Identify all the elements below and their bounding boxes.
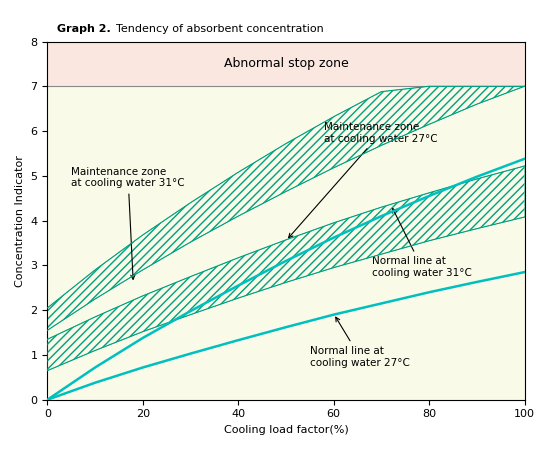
Y-axis label: Concentration Indicator: Concentration Indicator bbox=[15, 155, 25, 287]
Text: Normal line at
cooling water 31°C: Normal line at cooling water 31°C bbox=[372, 208, 472, 278]
Text: Graph 2.: Graph 2. bbox=[57, 24, 111, 34]
Text: Normal line at
cooling water 27°C: Normal line at cooling water 27°C bbox=[310, 317, 410, 368]
Text: Abnormal stop zone: Abnormal stop zone bbox=[224, 58, 348, 70]
Text: Maintenance zone
at cooling water 31°C: Maintenance zone at cooling water 31°C bbox=[72, 167, 185, 279]
Bar bbox=[47, 41, 525, 86]
Text: Tendency of absorbent concentration: Tendency of absorbent concentration bbox=[109, 24, 324, 34]
Text: Maintenance zone
at cooling water 27°C: Maintenance zone at cooling water 27°C bbox=[289, 122, 438, 238]
X-axis label: Cooling load factor(%): Cooling load factor(%) bbox=[224, 425, 348, 435]
